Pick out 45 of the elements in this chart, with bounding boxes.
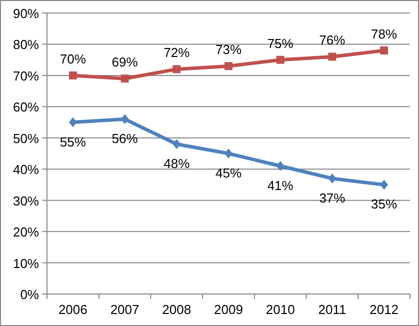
data-label: 73% <box>215 42 242 58</box>
x-tick-label: 2012 <box>370 302 399 317</box>
data-label: 48% <box>164 156 190 172</box>
x-tick-label: 2009 <box>214 302 243 317</box>
data-label: 35% <box>371 196 398 212</box>
y-tick-label: 20% <box>12 224 40 240</box>
point <box>172 65 181 74</box>
data-label: 72% <box>164 45 190 60</box>
data-label: 78% <box>371 26 398 42</box>
point <box>224 148 232 158</box>
y-tick-label: 60% <box>12 100 40 115</box>
x-tick-label: 2007 <box>110 302 140 317</box>
data-label: 37% <box>319 190 346 206</box>
y-tick-label: 10% <box>12 256 40 271</box>
y-tick-label: 50% <box>12 130 40 146</box>
x-tick-label: 2008 <box>162 302 192 317</box>
y-tick-label: 30% <box>12 193 40 208</box>
data-label: 75% <box>267 36 294 51</box>
y-tick-label: 90% <box>12 6 40 21</box>
point <box>328 52 336 61</box>
data-label: 55% <box>60 134 86 150</box>
point <box>380 180 388 190</box>
point <box>224 62 232 70</box>
x-tick-label: 2011 <box>318 302 346 317</box>
y-tick-label: 0% <box>20 287 40 302</box>
x-tick-label: 2010 <box>266 302 295 317</box>
point <box>120 114 129 124</box>
y-tick-label: 40% <box>12 162 40 178</box>
data-label: 56% <box>112 131 138 146</box>
point <box>172 139 181 150</box>
x-tick-label: 2006 <box>58 302 88 317</box>
point <box>276 56 284 64</box>
data-label: 41% <box>267 178 294 193</box>
y-tick-label: 80% <box>12 37 40 52</box>
point <box>328 173 336 184</box>
data-label: 45% <box>215 166 242 180</box>
point <box>68 71 77 80</box>
point <box>68 117 77 128</box>
data-label: 69% <box>112 54 138 70</box>
data-label: 76% <box>319 32 346 48</box>
data-label: 70% <box>60 51 86 66</box>
point <box>120 74 129 83</box>
point <box>276 160 284 171</box>
y-tick-label: 70% <box>12 68 40 84</box>
point <box>380 46 388 54</box>
